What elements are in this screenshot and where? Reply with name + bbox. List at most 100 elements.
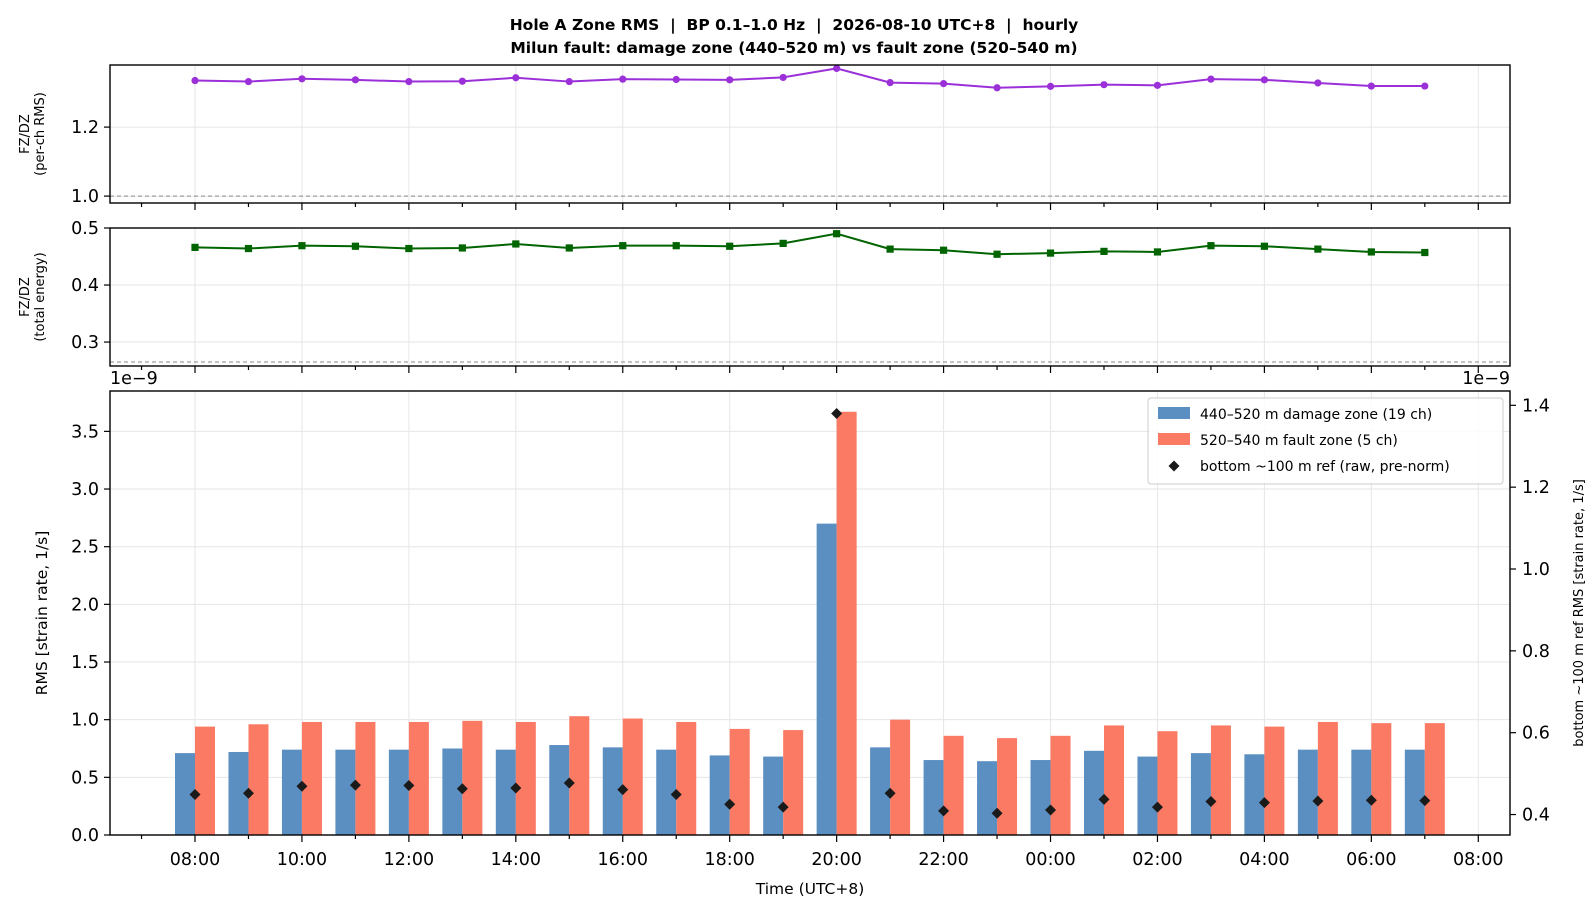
data-point — [244, 244, 253, 253]
y2-axis-label: bottom ~100 m ref RMS [strain rate, 1/s] — [1572, 479, 1587, 747]
data-point — [1421, 82, 1429, 90]
x-tick-label: 12:00 — [384, 850, 434, 870]
data-point — [779, 73, 787, 82]
y-axis-label-line: (total energy) — [33, 252, 48, 341]
data-point — [619, 75, 627, 83]
data-point — [1367, 82, 1375, 90]
y-tick-label: 0.4 — [71, 276, 99, 296]
series-line — [194, 232, 1425, 256]
x-tick-label: 20:00 — [811, 850, 861, 870]
bar-damage-zone — [228, 751, 249, 835]
data-point — [1314, 245, 1322, 253]
ref-diamond-marker — [670, 788, 682, 800]
x-tick-label: 14:00 — [491, 850, 541, 870]
ref-diamond-marker — [1098, 793, 1110, 805]
y2-tick-label: 0.4 — [1522, 806, 1550, 826]
data-point — [1100, 247, 1108, 255]
data-point — [939, 246, 948, 254]
ref-diamond-marker — [189, 788, 201, 800]
figure-title-line1: Hole A Zone RMS | BP 0.1–1.0 Hz | 2026-0… — [510, 16, 1079, 35]
data-point — [191, 76, 199, 85]
panel-frame — [109, 390, 1511, 836]
legend-label-ref: bottom ~100 m ref (raw, pre-norm) — [1200, 459, 1450, 475]
bar-fault-zone — [408, 721, 429, 835]
y2-offset-label: 1e−9 — [1462, 369, 1510, 389]
x-tick-label: 08:00 — [1453, 850, 1503, 870]
data-point — [1100, 81, 1108, 89]
panel-frame — [109, 64, 1511, 204]
data-point — [833, 64, 841, 73]
bar-damage-zone — [923, 760, 944, 835]
bar-damage-zone — [709, 755, 730, 835]
ref-diamond-marker — [617, 784, 629, 796]
data-point — [191, 243, 199, 251]
panel-middle-fz-dz-energy-ratio: 0.3 0.4 0.5 FZ/DZ(total energy) — [18, 219, 1511, 373]
ref-diamond-marker — [242, 787, 254, 799]
bar-fault-zone — [1371, 723, 1392, 835]
x-tick-label: 02:00 — [1132, 850, 1182, 870]
y-offset-label: 1e−9 — [110, 369, 158, 389]
bar-fault-zone — [1210, 725, 1231, 835]
data-point — [939, 80, 948, 88]
data-point — [1260, 76, 1268, 84]
x-tick-label: 08:00 — [170, 850, 220, 870]
data-point — [458, 244, 466, 252]
y-tick-label: 2.5 — [71, 538, 99, 558]
bar-fault-zone — [836, 411, 857, 835]
bar-fault-zone — [355, 721, 376, 835]
bar-damage-zone — [175, 753, 195, 835]
bar-damage-zone — [442, 748, 463, 835]
bar-fault-zone — [1103, 725, 1124, 835]
panel-bottom-zone-rms-bars: 0.0 0.5 1.0 1.5 2.0 2.5 3.0 3.5 0.4 0.6 0.8 1.0 1.2 1… — [33, 369, 1587, 898]
data-point — [1153, 248, 1162, 256]
ref-diamond-marker — [884, 787, 896, 799]
data-point — [619, 242, 627, 250]
x-tick-label: 10:00 — [277, 850, 327, 870]
ref-diamond-marker — [510, 782, 522, 794]
data-point — [833, 230, 841, 238]
legend-swatch-ref-diamond — [1168, 460, 1180, 472]
bar-damage-zone — [1083, 750, 1104, 835]
data-point — [565, 77, 573, 86]
bar-damage-zone — [656, 749, 677, 835]
y-tick-label: 1.2 — [71, 118, 99, 138]
ref-diamond-marker — [1151, 801, 1163, 813]
bar-fault-zone — [195, 726, 215, 835]
legend: 440–520 m damage zone (19 ch) 520–540 m f… — [1147, 397, 1504, 485]
data-point — [1046, 82, 1055, 90]
data-point — [779, 239, 787, 247]
ref-diamond-marker — [831, 408, 843, 420]
bar-damage-zone — [1244, 754, 1265, 835]
y-tick-label: 2.0 — [71, 595, 99, 615]
ref-diamond-marker — [1205, 795, 1217, 807]
data-point — [351, 76, 360, 84]
bar-fault-zone — [783, 730, 804, 835]
data-point — [886, 245, 894, 253]
bar-fault-zone — [729, 728, 750, 835]
y2-tick-label: 1.0 — [1522, 560, 1550, 580]
y2-tick-label: 1.2 — [1522, 478, 1550, 498]
ref-diamond-marker — [1312, 795, 1324, 807]
data-point — [1207, 75, 1215, 83]
ref-diamond-marker — [1258, 797, 1270, 809]
bar-damage-zone — [495, 749, 516, 835]
ref-diamond-marker — [563, 777, 575, 789]
data-point — [672, 75, 680, 84]
bar-damage-zone — [977, 761, 998, 835]
data-point — [993, 84, 1001, 92]
data-point — [672, 242, 680, 250]
data-point — [726, 242, 734, 250]
bar-damage-zone — [1030, 760, 1051, 835]
ref-diamond-marker — [777, 801, 789, 813]
data-point — [1153, 81, 1162, 89]
bar-damage-zone — [1190, 753, 1211, 835]
legend-swatch-damage-zone — [1158, 407, 1190, 419]
y-tick-label: 3.5 — [71, 422, 99, 442]
data-point — [351, 242, 360, 250]
bar-fault-zone — [622, 718, 643, 835]
bar-damage-zone — [1297, 749, 1318, 835]
y2-tick-label: 0.6 — [1522, 724, 1550, 744]
data-point — [1207, 242, 1215, 250]
bar-fault-zone — [248, 724, 269, 835]
